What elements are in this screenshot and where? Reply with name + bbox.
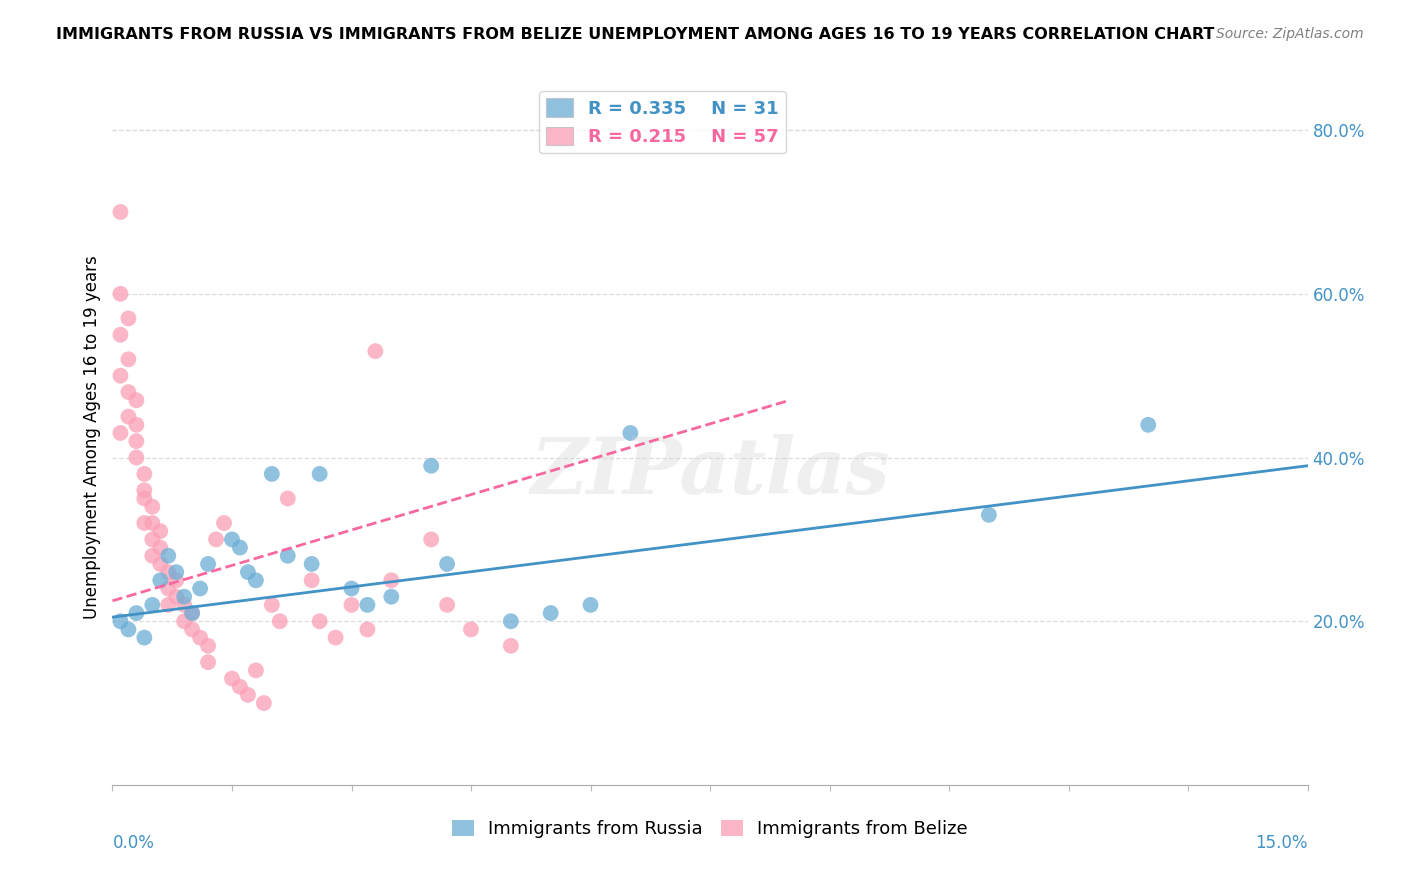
Point bbox=[149, 574, 172, 588]
Point bbox=[165, 565, 187, 579]
Point bbox=[188, 631, 211, 645]
Point bbox=[420, 458, 443, 473]
Point bbox=[181, 606, 204, 620]
Point bbox=[157, 549, 180, 563]
Point bbox=[197, 639, 219, 653]
Point bbox=[134, 516, 156, 530]
Point bbox=[277, 549, 299, 563]
Point bbox=[340, 582, 363, 596]
Point bbox=[157, 565, 180, 579]
Point bbox=[380, 590, 402, 604]
Point bbox=[149, 524, 172, 539]
Point bbox=[173, 614, 195, 628]
Point bbox=[134, 483, 156, 498]
Point bbox=[460, 623, 482, 637]
Point bbox=[141, 516, 163, 530]
Point bbox=[301, 557, 323, 571]
Point bbox=[149, 557, 172, 571]
Point bbox=[308, 467, 330, 481]
Point bbox=[110, 368, 132, 383]
Point bbox=[149, 541, 172, 555]
Point bbox=[117, 311, 139, 326]
Point bbox=[380, 574, 402, 588]
Point bbox=[181, 623, 204, 637]
Text: IMMIGRANTS FROM RUSSIA VS IMMIGRANTS FROM BELIZE UNEMPLOYMENT AMONG AGES 16 TO 1: IMMIGRANTS FROM RUSSIA VS IMMIGRANTS FRO… bbox=[56, 27, 1215, 42]
Point bbox=[436, 598, 458, 612]
Point bbox=[125, 450, 148, 465]
Point bbox=[340, 598, 363, 612]
Point bbox=[260, 467, 283, 481]
Point bbox=[364, 344, 387, 359]
Text: 15.0%: 15.0% bbox=[1256, 834, 1308, 852]
Point bbox=[110, 425, 132, 440]
Point bbox=[197, 557, 219, 571]
Point bbox=[117, 409, 139, 424]
Point bbox=[540, 606, 562, 620]
Point bbox=[356, 598, 378, 612]
Y-axis label: Unemployment Among Ages 16 to 19 years: Unemployment Among Ages 16 to 19 years bbox=[83, 255, 101, 619]
Point bbox=[205, 533, 228, 547]
Point bbox=[260, 598, 283, 612]
Text: Source: ZipAtlas.com: Source: ZipAtlas.com bbox=[1216, 27, 1364, 41]
Point bbox=[125, 417, 148, 432]
Point bbox=[110, 614, 132, 628]
Point bbox=[212, 516, 235, 530]
Point bbox=[165, 590, 187, 604]
Point bbox=[301, 574, 323, 588]
Point bbox=[157, 582, 180, 596]
Point bbox=[141, 533, 163, 547]
Point bbox=[245, 574, 267, 588]
Point bbox=[619, 425, 641, 440]
Text: ZIPatlas: ZIPatlas bbox=[530, 434, 890, 510]
Point bbox=[134, 467, 156, 481]
Point bbox=[125, 393, 148, 408]
Point bbox=[1137, 417, 1160, 432]
Point bbox=[269, 614, 291, 628]
Point bbox=[499, 639, 522, 653]
Point bbox=[236, 565, 259, 579]
Point bbox=[325, 631, 347, 645]
Point bbox=[188, 582, 211, 596]
Point bbox=[236, 688, 259, 702]
Text: 0.0%: 0.0% bbox=[112, 834, 155, 852]
Point bbox=[977, 508, 1000, 522]
Point bbox=[499, 614, 522, 628]
Point bbox=[117, 623, 139, 637]
Point bbox=[308, 614, 330, 628]
Point bbox=[110, 327, 132, 342]
Point bbox=[245, 664, 267, 678]
Point bbox=[141, 549, 163, 563]
Point bbox=[356, 623, 378, 637]
Point bbox=[134, 631, 156, 645]
Point bbox=[221, 533, 243, 547]
Point bbox=[579, 598, 602, 612]
Point bbox=[221, 672, 243, 686]
Legend: R = 0.335    N = 31, R = 0.215    N = 57: R = 0.335 N = 31, R = 0.215 N = 57 bbox=[538, 91, 786, 153]
Point bbox=[141, 598, 163, 612]
Point bbox=[181, 606, 204, 620]
Point bbox=[229, 680, 252, 694]
Point bbox=[173, 598, 195, 612]
Point bbox=[277, 491, 299, 506]
Point bbox=[229, 541, 252, 555]
Point bbox=[157, 598, 180, 612]
Point bbox=[197, 655, 219, 669]
Point bbox=[165, 574, 187, 588]
Point bbox=[420, 533, 443, 547]
Point bbox=[141, 500, 163, 514]
Point bbox=[436, 557, 458, 571]
Point bbox=[253, 696, 276, 710]
Point bbox=[117, 385, 139, 400]
Point bbox=[173, 590, 195, 604]
Point bbox=[110, 286, 132, 301]
Point bbox=[110, 205, 132, 219]
Point bbox=[117, 352, 139, 367]
Point bbox=[125, 606, 148, 620]
Point bbox=[134, 491, 156, 506]
Point bbox=[125, 434, 148, 449]
